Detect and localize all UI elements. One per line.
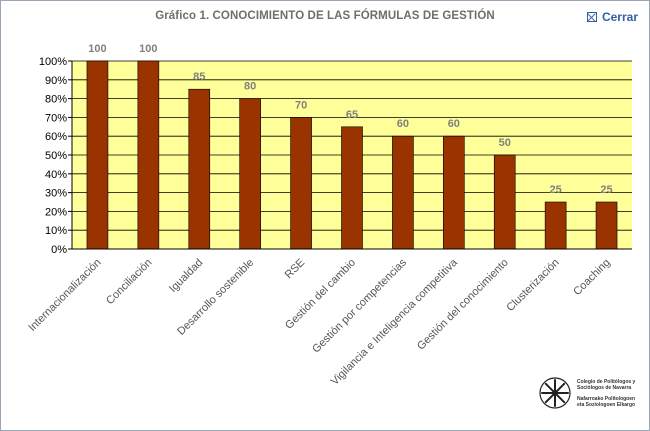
data-label: 25 bbox=[550, 184, 562, 196]
data-label: 85 bbox=[193, 71, 205, 83]
close-x-box-icon bbox=[586, 12, 597, 22]
bar bbox=[595, 201, 618, 250]
x-tick-label: Clusterización bbox=[504, 257, 561, 314]
close-button-label: Cerrar bbox=[601, 10, 638, 24]
y-tick-label: 70% bbox=[45, 112, 67, 124]
y-tick-label: 0% bbox=[51, 244, 67, 256]
college-logo: Colegio de Politólogos y Sociólogos de N… bbox=[537, 375, 635, 411]
data-label: 60 bbox=[448, 118, 460, 130]
x-tick-label: RSE bbox=[283, 257, 307, 281]
y-tick-label: 30% bbox=[45, 188, 67, 200]
x-tick-label: Coaching bbox=[571, 257, 612, 298]
logo-emblem-icon bbox=[539, 377, 571, 409]
bar bbox=[341, 126, 363, 250]
y-tick-label: 90% bbox=[45, 75, 67, 87]
logo-line-3: Nafarroako Politologoen bbox=[577, 395, 636, 402]
bar bbox=[544, 201, 567, 250]
x-tick-label: Gestión por competencias bbox=[310, 256, 409, 355]
data-label: 100 bbox=[139, 43, 157, 55]
y-tick-label: 10% bbox=[45, 225, 67, 237]
bar bbox=[392, 135, 414, 250]
data-label: 65 bbox=[346, 109, 358, 121]
bar bbox=[188, 88, 211, 250]
logo-line-2: Sociólogos de Navarra bbox=[577, 384, 632, 391]
data-label: 25 bbox=[600, 184, 612, 196]
x-tick-label: Conciliación bbox=[104, 257, 154, 307]
y-tick-label: 50% bbox=[45, 150, 67, 162]
x-tick-label: Internacionalización bbox=[26, 257, 103, 334]
data-label: 50 bbox=[499, 137, 511, 149]
chart-title: Gráfico 1. CONOCIMIENTO DE LAS FÓRMULAS … bbox=[155, 10, 495, 22]
data-label: 100 bbox=[88, 43, 106, 55]
data-label: 60 bbox=[397, 118, 409, 130]
bar bbox=[290, 117, 312, 250]
bar bbox=[443, 135, 465, 250]
y-tick-label: 60% bbox=[45, 131, 67, 143]
x-tick-label: Igualdad bbox=[167, 257, 205, 295]
y-tick-label: 100% bbox=[39, 56, 67, 68]
bar bbox=[86, 60, 109, 250]
logo-line-1: Colegio de Politólogos y bbox=[577, 378, 636, 385]
close-button[interactable]: Cerrar bbox=[586, 10, 638, 24]
logo-line-4: eta Soziologoen Elkargo bbox=[577, 401, 636, 408]
bar bbox=[137, 60, 160, 250]
y-tick-label: 20% bbox=[45, 206, 67, 218]
bar bbox=[493, 154, 516, 250]
y-tick-label: 80% bbox=[45, 94, 67, 106]
y-tick-label: 40% bbox=[45, 169, 67, 181]
data-label: 80 bbox=[244, 81, 256, 93]
data-label: 70 bbox=[295, 99, 307, 111]
x-tick-label: Gestión del conocimiento bbox=[415, 257, 511, 353]
bar bbox=[239, 98, 261, 250]
